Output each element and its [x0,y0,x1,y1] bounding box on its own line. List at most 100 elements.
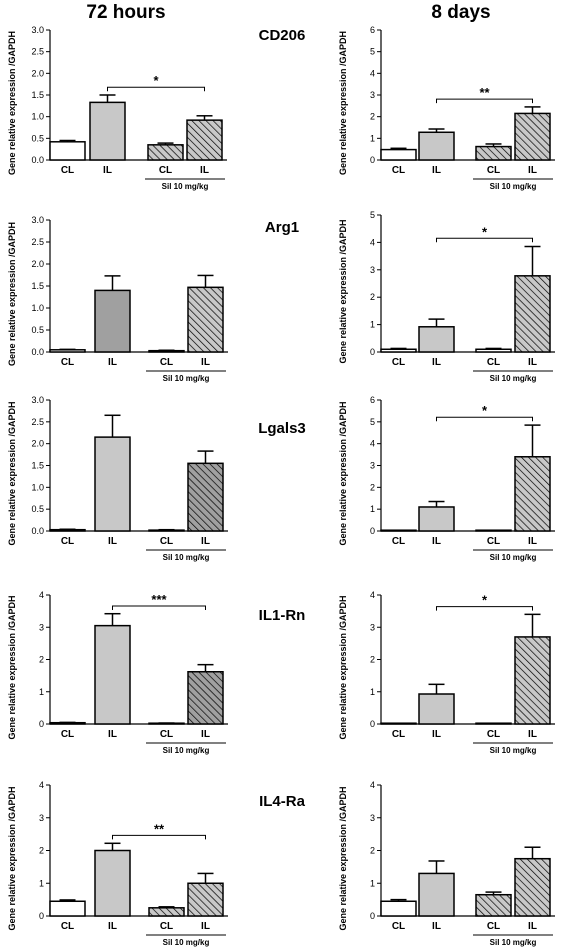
gene-label-lgals3: Lgals3 [258,420,306,437]
bar [418,131,455,161]
x-tick-label: CL [392,165,405,176]
x-tick-label: CL [487,357,500,368]
x-tick-label: CL [392,536,405,547]
bar [475,529,512,532]
significance-bracket [107,86,205,92]
y-tick-label: 4 [370,780,375,790]
y-tick-label: 2 [370,846,375,856]
x-tick-label: IL [103,165,112,176]
panel-cd206-72h: 0.0 0.5 1.0 1.5 2.0 2.5 3.0 Gene relative expre… [7,25,227,191]
x-tick-label: CL [159,165,172,176]
treatment-group-label: Sil 10 mg/kg [163,938,210,947]
x-tick-label: IL [528,921,537,932]
y-tick-label: 3.0 [31,395,44,405]
bar [418,506,455,532]
y-tick-label: 0 [370,155,375,165]
y-tick-label: 0.0 [31,526,44,536]
x-tick-label: CL [61,357,74,368]
bar [148,907,185,917]
x-tick-label: CL [392,921,405,932]
panel-arg1-8d: 0 1 2 3 4 5 Gene relative expression /GAPDH CL I… [338,210,555,383]
y-tick-label: 1 [39,687,44,697]
significance-label: * [482,403,488,418]
treatment-group-label: Sil 10 mg/kg [162,182,209,191]
y-tick-label: 1.0 [31,482,44,492]
gene-label-cd206: CD206 [259,27,306,44]
y-axis-label: Gene relative expression /GAPDH [338,786,348,930]
treatment-group-label: Sil 10 mg/kg [490,553,537,562]
bar [49,900,86,917]
y-tick-label: 4 [370,237,375,247]
panel-il1-rn-72h: 0 1 2 3 4 Gene relative expression /GAPDH CL IL… [7,590,228,755]
y-tick-label: 6 [370,395,375,405]
y-tick-label: 0.0 [31,155,44,165]
x-tick-label: IL [201,729,210,740]
bar [380,148,417,161]
y-tick-label: 3 [370,461,375,471]
bar [49,141,86,161]
x-tick-label: CL [487,921,500,932]
x-tick-label: IL [108,357,117,368]
bar [94,849,131,917]
significance-label: * [153,73,159,88]
y-tick-label: 2.5 [31,417,44,427]
gene-label-il4ra: IL4-Ra [259,793,306,810]
x-tick-label: CL [392,729,405,740]
y-tick-label: 0 [39,911,44,921]
x-tick-label: IL [528,729,537,740]
bar [94,624,131,725]
y-tick-label: 0.5 [31,133,44,143]
y-tick-label: 1.5 [31,90,44,100]
y-tick-label: 2.5 [31,47,44,57]
panel-il1-rn-8d: 0 1 2 3 4 Gene relative expression /GAPDH CL IL… [338,590,555,755]
y-tick-label: 2 [370,655,375,665]
gene-label-arg1: Arg1 [265,219,299,236]
y-tick-label: 1.5 [31,461,44,471]
y-axis-label: Gene relative expression /GAPDH [7,401,17,545]
bar [186,119,223,161]
x-tick-label: CL [61,536,74,547]
y-tick-label: 2.0 [31,439,44,449]
bar [187,462,224,532]
bar [89,101,126,161]
x-tick-label: IL [432,536,441,547]
x-tick-label: IL [201,536,210,547]
y-axis-label: Gene relative expression /GAPDH [7,595,17,739]
bar [49,349,86,353]
y-axis-label: Gene relative expression /GAPDH [338,219,348,363]
y-tick-label: 6 [370,25,375,35]
bar [380,348,417,353]
y-axis-label: Gene relative expression /GAPDH [338,595,348,739]
x-tick-label: IL [528,357,537,368]
panel-lgals3-72h: 0.0 0.5 1.0 1.5 2.0 2.5 3.0 Gene relative expre… [7,395,228,562]
x-tick-label: IL [108,921,117,932]
column-header-72h: 72 hours [86,2,165,23]
column-header-8d: 8 days [431,2,490,23]
significance-label: ** [479,85,490,100]
significance-label: * [482,224,488,239]
y-axis-label: Gene relative expression /GAPDH [338,401,348,545]
bar [475,145,512,161]
x-tick-label: IL [432,921,441,932]
y-tick-label: 5 [370,47,375,57]
significance-bracket [436,416,533,422]
x-tick-label: IL [201,357,210,368]
bar [514,456,551,532]
significance-label: * [482,593,488,608]
y-tick-label: 3 [39,813,44,823]
significance-label: ** [154,821,165,836]
bar [418,693,455,725]
x-tick-label: IL [432,357,441,368]
y-tick-label: 3.0 [31,215,44,225]
y-tick-label: 1.0 [31,303,44,313]
panel-il4-ra-72h: 0 1 2 3 4 Gene relative expression /GAPDH CL IL… [7,780,228,947]
y-tick-label: 0 [39,719,44,729]
x-tick-label: CL [487,729,500,740]
panel-arg1-72h: 0.0 0.5 1.0 1.5 2.0 2.5 3.0 Gene relative expre… [7,215,228,383]
bar [380,900,417,917]
x-tick-label: IL [201,921,210,932]
x-tick-label: CL [61,921,74,932]
y-tick-label: 2 [39,655,44,665]
bar [187,286,224,353]
bar [418,872,455,917]
